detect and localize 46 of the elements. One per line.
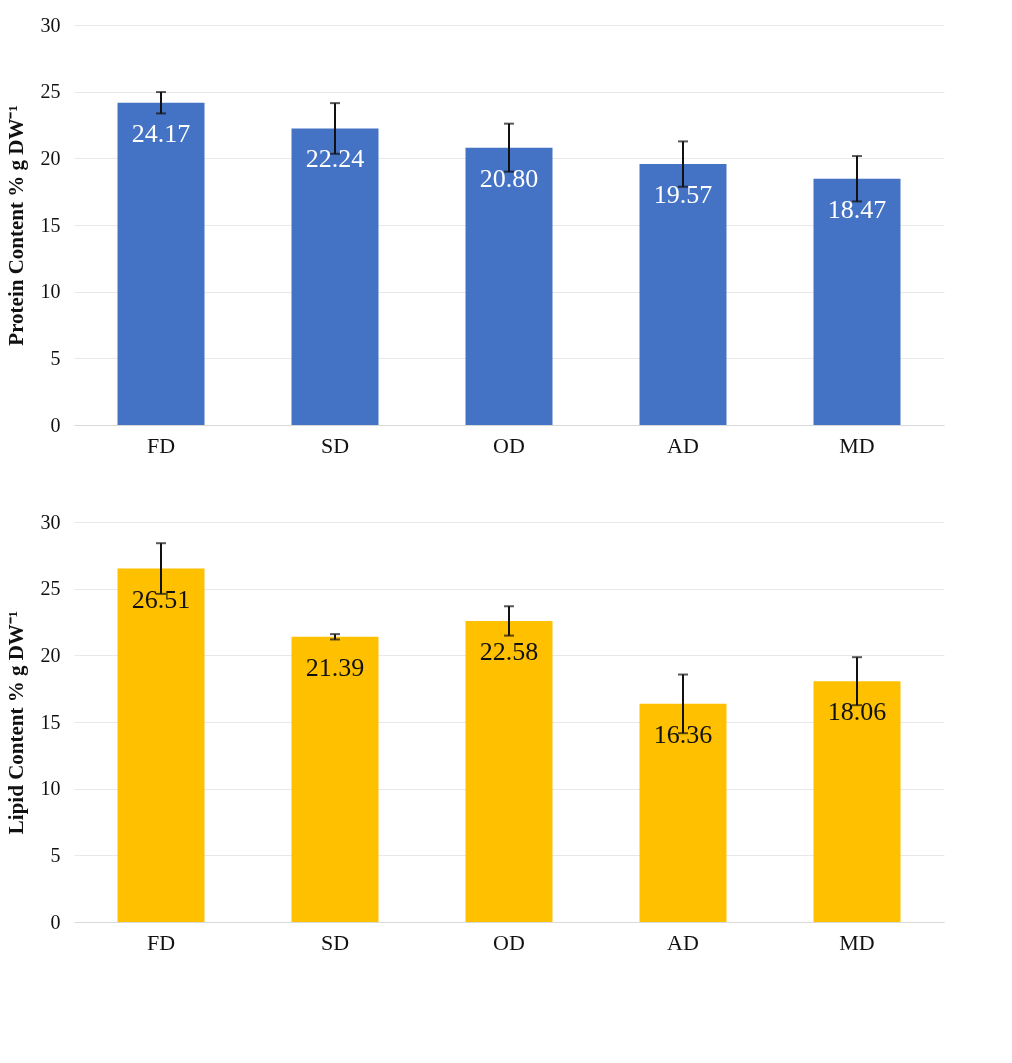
bar — [639, 164, 727, 425]
y-tick-label: 25 — [40, 577, 61, 600]
data-label: 16.36 — [653, 719, 713, 749]
y-tick-label: 5 — [50, 843, 61, 866]
data-label: 26.51 — [131, 584, 191, 614]
data-label: 19.57 — [653, 180, 713, 210]
y-axis-title: Lipid Content % g DW⁻¹ — [3, 610, 28, 835]
x-tick-label: AD — [667, 929, 699, 955]
bar — [291, 636, 379, 922]
data-label: 18.06 — [827, 697, 887, 727]
x-tick-label: MD — [839, 432, 875, 458]
y-tick-label: 0 — [50, 413, 61, 436]
bar — [813, 681, 901, 922]
y-tick-label: 20 — [40, 146, 61, 169]
bar — [117, 102, 205, 425]
y-axis-title: Protein Content % g DW⁻¹ — [3, 105, 28, 346]
y-tick-label: 30 — [40, 510, 61, 533]
data-label: 24.17 — [131, 118, 191, 148]
x-tick-label: SD — [320, 432, 350, 458]
y-tick-label: 30 — [40, 13, 61, 36]
x-tick-label: SD — [320, 929, 350, 955]
data-label: 22.24 — [305, 144, 365, 174]
y-tick-label: 0 — [50, 910, 61, 933]
y-tick-label: 20 — [40, 643, 61, 666]
bar — [291, 128, 379, 425]
bar — [465, 147, 553, 425]
bar — [813, 178, 901, 425]
y-tick-label: 15 — [40, 710, 61, 733]
x-tick-label: AD — [667, 432, 699, 458]
y-tick-label: 15 — [40, 213, 61, 236]
y-tick-label: 10 — [40, 280, 61, 303]
data-label: 18.47 — [827, 194, 887, 224]
y-tick-label: 25 — [40, 80, 61, 103]
bar — [639, 703, 727, 922]
x-tick-label: OD — [493, 929, 525, 955]
x-tick-label: MD — [839, 929, 875, 955]
data-label: 22.58 — [479, 636, 539, 666]
y-tick-label: 5 — [50, 346, 61, 369]
x-tick-label: FD — [146, 432, 176, 458]
x-tick-label: FD — [146, 929, 176, 955]
bar — [117, 568, 205, 922]
bar — [465, 620, 553, 922]
data-label: 21.39 — [305, 652, 365, 682]
y-tick-label: 10 — [40, 777, 61, 800]
data-label: 20.80 — [479, 163, 539, 193]
x-tick-label: OD — [493, 432, 525, 458]
